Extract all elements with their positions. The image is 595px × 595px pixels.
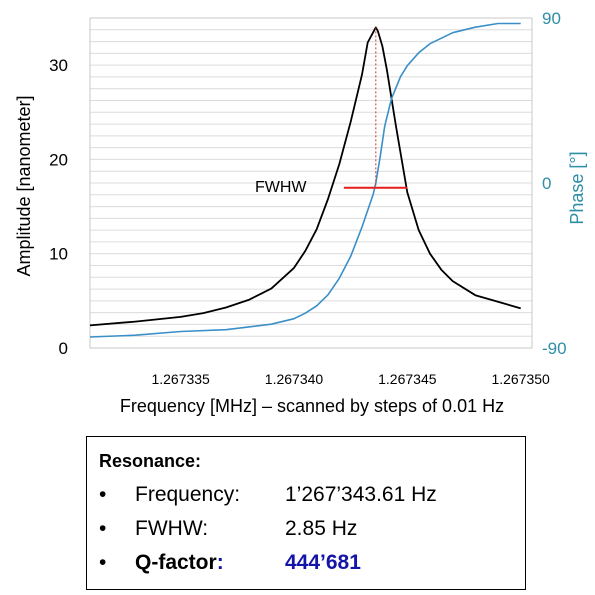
y2-tick-label: 90 <box>542 9 561 28</box>
x-tick-label: 1.267340 <box>265 371 324 387</box>
series-layer <box>89 22 521 338</box>
x-tick-label: 1.267350 <box>491 371 550 387</box>
bullet: • <box>99 551 107 574</box>
q-factor-separator: : <box>216 551 224 574</box>
y2-tick-label: 0 <box>542 174 551 193</box>
info-heading: Resonance: <box>99 451 202 471</box>
grid-lines <box>90 17 532 349</box>
bullet: • <box>99 483 107 506</box>
y-tick-label: 20 <box>49 150 68 169</box>
frequency-value: 1’267’343.61 Hz <box>285 483 437 506</box>
q-factor-label-text: Q-factor <box>135 551 217 574</box>
x-tick-label: 1.267335 <box>151 371 210 387</box>
phase-series-line <box>89 22 521 338</box>
bullet: • <box>99 517 107 540</box>
y-tick-label: 30 <box>49 56 68 75</box>
resonance-chart: 0 10 20 30 90 0 -90 1.267335 1.267340 1.267345 1.2… <box>14 9 587 416</box>
marker-layer <box>343 27 408 189</box>
y2-tick-label: -90 <box>542 339 567 358</box>
q-factor-label: Q-factor: <box>135 551 224 575</box>
resonance-info-box: Resonance: • Frequency: 1’267’343.61 Hz … <box>86 436 526 590</box>
fwhw-value: 2.85 Hz <box>285 517 358 540</box>
q-factor-value: 444’681 <box>285 551 361 574</box>
x-axis-title: Frequency [MHz] – scanned by steps of 0.… <box>120 396 504 416</box>
fwhw-annotation: FWHW <box>255 179 307 196</box>
y-axis-title: Amplitude [nanometer] <box>14 95 34 276</box>
tick-layer: 0 10 20 30 90 0 -90 1.267335 1.267340 1.267345 1.2… <box>49 9 567 387</box>
y-tick-label: 0 <box>59 339 68 358</box>
fwhw-label: FWHW: <box>135 517 209 540</box>
frequency-label: Frequency: <box>135 483 241 506</box>
plot-frame <box>89 17 533 349</box>
y2-axis-title: Phase [°] <box>567 151 587 224</box>
y-tick-label: 10 <box>49 245 68 264</box>
x-tick-label: 1.267345 <box>378 371 437 387</box>
amplitude-series-line <box>89 26 521 327</box>
